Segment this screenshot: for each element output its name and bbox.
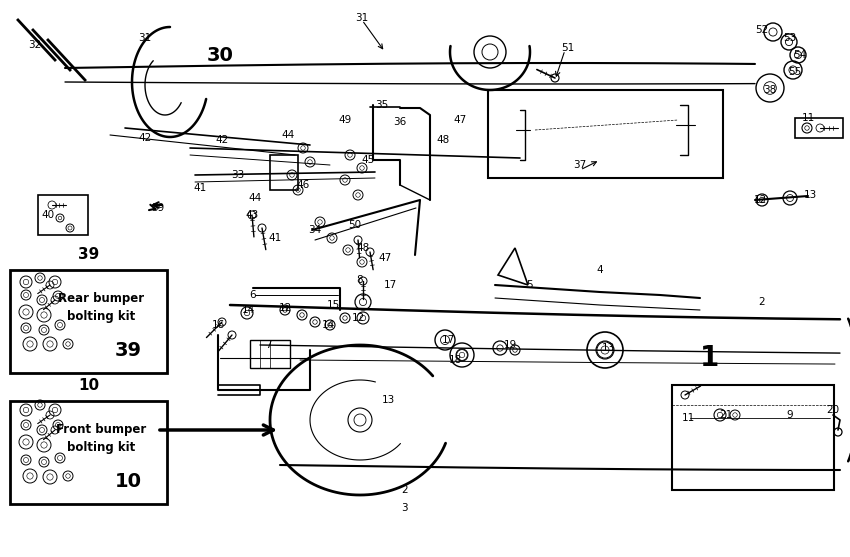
Text: 11: 11 — [802, 113, 814, 123]
Text: 54: 54 — [793, 50, 807, 60]
Text: Front bumper: Front bumper — [56, 423, 146, 436]
Text: 34: 34 — [309, 225, 321, 235]
Text: Rear bumper: Rear bumper — [59, 292, 144, 305]
Text: 5: 5 — [527, 280, 533, 290]
Bar — [10, 270, 167, 373]
Text: 14: 14 — [321, 320, 335, 330]
Text: 39: 39 — [151, 203, 165, 213]
Text: 11: 11 — [682, 413, 694, 423]
Text: 32: 32 — [28, 40, 42, 50]
Text: 37: 37 — [574, 160, 586, 170]
Text: 47: 47 — [378, 253, 392, 263]
Text: 21: 21 — [719, 410, 733, 420]
Text: 44: 44 — [248, 193, 262, 203]
Text: 18: 18 — [448, 355, 462, 365]
Text: 46: 46 — [297, 180, 309, 190]
Text: 20: 20 — [826, 405, 840, 415]
Text: 38: 38 — [763, 85, 777, 95]
Text: 51: 51 — [561, 43, 575, 53]
Text: 48: 48 — [436, 135, 450, 145]
Text: 3: 3 — [400, 503, 407, 513]
Text: 7: 7 — [264, 340, 271, 350]
Text: 19: 19 — [503, 340, 517, 350]
Text: 15: 15 — [326, 300, 340, 310]
Text: 17: 17 — [383, 280, 397, 290]
Text: 53: 53 — [784, 33, 796, 43]
Bar — [38, 195, 88, 235]
Text: 52: 52 — [756, 25, 768, 35]
Text: 13: 13 — [803, 190, 817, 200]
Text: 17: 17 — [441, 335, 455, 345]
Text: 41: 41 — [269, 233, 281, 243]
Text: 40: 40 — [42, 210, 54, 220]
Text: 6: 6 — [250, 290, 257, 300]
Text: 12: 12 — [278, 303, 292, 313]
Text: 9: 9 — [787, 410, 793, 420]
Bar — [672, 385, 834, 490]
Bar — [488, 90, 723, 178]
Text: 36: 36 — [394, 117, 406, 127]
Bar — [250, 340, 290, 368]
Text: bolting kit: bolting kit — [67, 310, 135, 323]
Text: 1: 1 — [700, 344, 720, 372]
Text: 8: 8 — [357, 275, 363, 285]
Text: 12: 12 — [351, 313, 365, 323]
Text: 2: 2 — [759, 297, 765, 307]
Text: 49: 49 — [338, 115, 352, 125]
Text: bolting kit: bolting kit — [67, 441, 135, 454]
Text: 43: 43 — [246, 210, 258, 220]
Text: 4: 4 — [597, 265, 603, 275]
Text: 31: 31 — [139, 33, 151, 43]
Text: 50: 50 — [348, 220, 361, 230]
Text: 39: 39 — [115, 341, 142, 360]
Text: 33: 33 — [231, 170, 245, 180]
Text: 31: 31 — [355, 13, 369, 23]
Bar — [270, 155, 298, 190]
Text: 44: 44 — [281, 130, 295, 140]
Text: 55: 55 — [788, 67, 802, 77]
Text: 45: 45 — [361, 155, 375, 165]
Text: 16: 16 — [212, 320, 224, 330]
Text: 35: 35 — [376, 100, 388, 110]
Bar — [795, 118, 843, 138]
Text: 14: 14 — [241, 305, 255, 315]
Text: 2: 2 — [402, 485, 408, 495]
Text: 13: 13 — [382, 395, 394, 405]
Text: 10: 10 — [115, 472, 142, 491]
Text: 42: 42 — [139, 133, 151, 143]
Text: 42: 42 — [215, 135, 229, 145]
Bar — [10, 401, 167, 504]
Text: 30: 30 — [207, 46, 234, 65]
Text: 39: 39 — [78, 247, 99, 262]
Text: 13: 13 — [601, 343, 615, 353]
Text: 48: 48 — [356, 243, 370, 253]
Text: 10: 10 — [78, 378, 99, 393]
Text: 47: 47 — [453, 115, 467, 125]
Text: 12: 12 — [753, 195, 767, 205]
Text: 41: 41 — [194, 183, 207, 193]
